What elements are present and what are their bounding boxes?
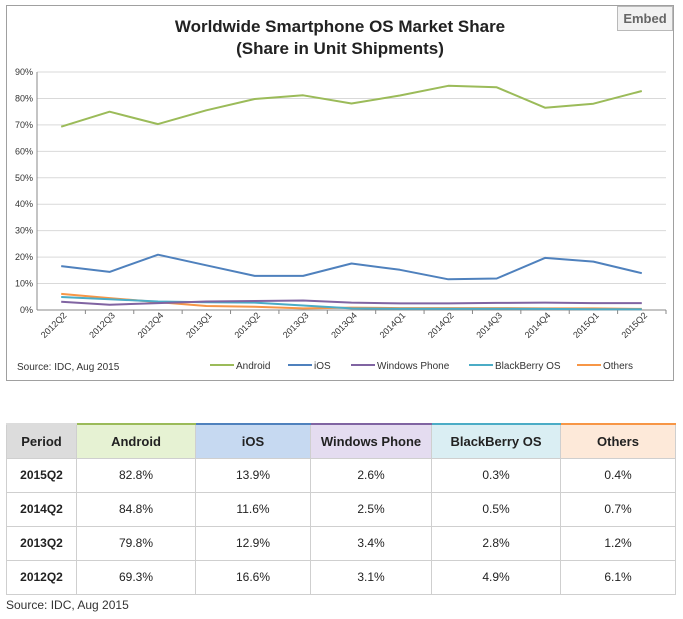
y-tick-label: 0% <box>20 305 33 315</box>
x-tick-label: 2014Q1 <box>378 310 408 340</box>
column-header: Android <box>76 423 196 459</box>
legend-label: Android <box>236 361 270 372</box>
value-cell: 0.4% <box>560 457 676 493</box>
x-tick-label: 2012Q2 <box>39 310 69 340</box>
column-header: Period <box>6 423 77 459</box>
x-tick-label: 2015Q1 <box>571 310 601 340</box>
value-cell: 16.6% <box>195 559 311 595</box>
value-cell: 2.5% <box>310 491 432 527</box>
y-tick-label: 70% <box>15 120 33 130</box>
column-header: Others <box>560 423 676 459</box>
legend-label: BlackBerry OS <box>495 361 561 372</box>
x-tick-label: 2012Q3 <box>87 310 117 340</box>
x-tick-label: 2014Q4 <box>523 310 553 340</box>
value-cell: 79.8% <box>76 525 196 561</box>
value-cell: 0.5% <box>431 491 561 527</box>
value-cell: 82.8% <box>76 457 196 493</box>
line-chart: Worldwide Smartphone OS Market Share (Sh… <box>15 17 667 373</box>
x-tick-label: 2014Q3 <box>474 310 504 340</box>
value-cell: 12.9% <box>195 525 311 561</box>
value-cell: 6.1% <box>560 559 676 595</box>
x-axis-ticks: 2012Q2 2012Q3 2012Q4 2013Q1 2013Q2 2013Q3 2013… <box>39 310 667 340</box>
period-cell: 2015Q2 <box>6 457 77 493</box>
value-cell: 2.8% <box>431 525 561 561</box>
value-cell: 2.6% <box>310 457 432 493</box>
value-cell: 0.7% <box>560 491 676 527</box>
x-tick-label: 2012Q4 <box>136 310 166 340</box>
series-line-android <box>60 84 643 128</box>
period-cell: 2012Q2 <box>6 559 77 595</box>
chart-container: Worldwide Smartphone OS Market Share (Sh… <box>6 5 674 381</box>
column-header: BlackBerry OS <box>431 423 561 459</box>
chart-subtitle: (Share in Unit Shipments) <box>236 39 444 58</box>
table-body: 2015Q2 82.8% 13.9% 2.6% 0.3% 0.4% 2014Q2 84.8% 1… <box>6 457 676 595</box>
y-tick-label: 30% <box>15 226 33 236</box>
value-cell: 84.8% <box>76 491 196 527</box>
table-row: 2015Q2 82.8% 13.9% 2.6% 0.3% 0.4% <box>6 457 676 493</box>
legend-label: Windows Phone <box>377 361 450 372</box>
y-tick-label: 40% <box>15 199 33 209</box>
series-line-windows-phone <box>61 299 642 306</box>
value-cell: 3.1% <box>310 559 432 595</box>
value-cell: 13.9% <box>195 457 311 493</box>
column-header: iOS <box>195 423 311 459</box>
embed-button[interactable]: Embed <box>617 6 673 31</box>
value-cell: 11.6% <box>195 491 311 527</box>
column-header: Windows Phone <box>310 423 432 459</box>
value-cell: 69.3% <box>76 559 196 595</box>
value-cell: 4.9% <box>431 559 561 595</box>
y-tick-label: 20% <box>15 252 33 262</box>
chart-source: Source: IDC, Aug 2015 <box>17 362 120 373</box>
grid <box>36 71 666 311</box>
market-share-table: Period Android iOS Windows Phone BlackBerry … <box>6 423 676 595</box>
value-cell: 0.3% <box>431 457 561 493</box>
series-line-ios <box>61 253 643 281</box>
period-cell: 2013Q2 <box>6 525 77 561</box>
table-row: 2014Q2 84.8% 11.6% 2.5% 0.5% 0.7% <box>6 491 676 527</box>
table-row: 2013Q2 79.8% 12.9% 3.4% 2.8% 1.2% <box>6 525 676 561</box>
table-header-row: Period Android iOS Windows Phone BlackBerry … <box>6 423 676 459</box>
table-row: 2012Q2 69.3% 16.6% 3.1% 4.9% 6.1% <box>6 559 676 595</box>
x-tick-label: 2014Q2 <box>426 310 456 340</box>
value-cell: 3.4% <box>310 525 432 561</box>
series-line-blackberry-os <box>61 296 642 311</box>
table-source: Source: IDC, Aug 2015 <box>6 598 129 612</box>
series-lines <box>60 84 643 311</box>
value-cell: 1.2% <box>560 525 676 561</box>
y-axis-ticks: 0% 10% 20% 30% 40% 50% 60% 70% 80% 90% <box>15 67 33 315</box>
legend-label: iOS <box>314 361 331 372</box>
legend: Android iOS Windows Phone BlackBerry OS Othe… <box>210 361 633 372</box>
y-tick-label: 60% <box>15 146 33 156</box>
x-tick-label: 2013Q2 <box>232 310 262 340</box>
legend-label: Others <box>603 361 633 372</box>
x-tick-label: 2015Q2 <box>620 310 650 340</box>
y-tick-label: 80% <box>15 93 33 103</box>
period-cell: 2014Q2 <box>6 491 77 527</box>
x-tick-label: 2013Q1 <box>184 310 214 340</box>
x-tick-label: 2013Q4 <box>329 310 359 340</box>
x-tick-label: 2013Q3 <box>281 310 311 340</box>
y-tick-label: 90% <box>15 67 33 77</box>
y-tick-label: 50% <box>15 173 33 183</box>
y-tick-label: 10% <box>15 279 33 289</box>
chart-title: Worldwide Smartphone OS Market Share <box>175 17 505 36</box>
